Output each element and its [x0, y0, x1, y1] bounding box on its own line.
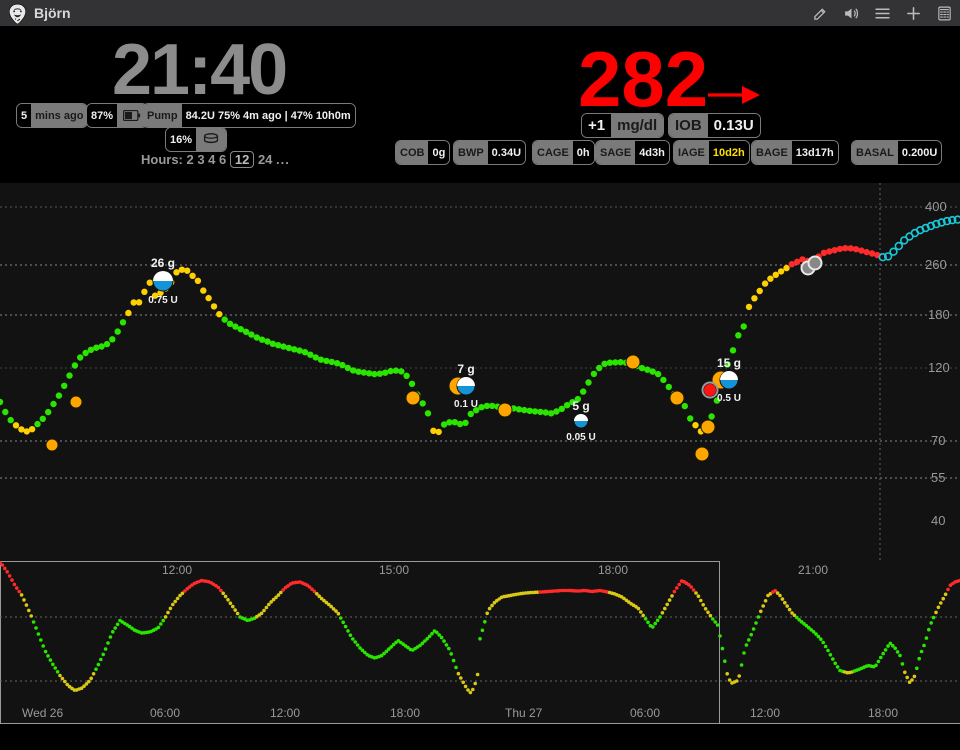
svg-text:0.05 U: 0.05 U — [566, 432, 595, 443]
svg-text:0.5 U: 0.5 U — [717, 393, 741, 404]
svg-text:5 g: 5 g — [572, 399, 589, 413]
svg-text:15 g: 15 g — [717, 356, 741, 370]
svg-text:0.1 U: 0.1 U — [454, 399, 478, 410]
svg-text:26 g: 26 g — [151, 256, 175, 270]
svg-text:7 g: 7 g — [457, 362, 474, 376]
svg-text:0.75 U: 0.75 U — [148, 295, 177, 306]
